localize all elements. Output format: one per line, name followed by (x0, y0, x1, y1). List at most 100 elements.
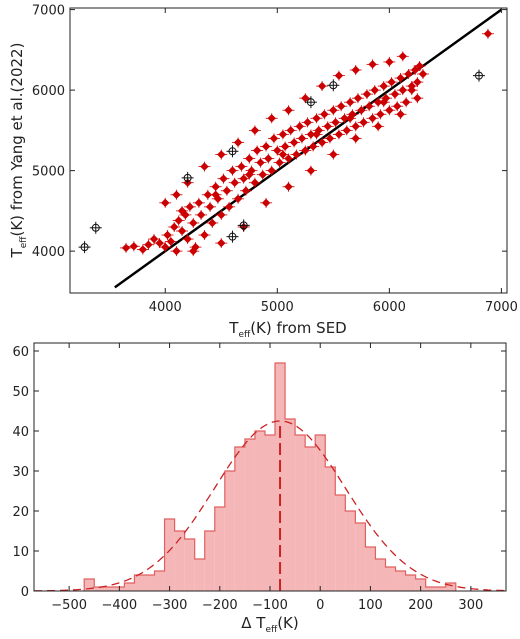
scatter-point (340, 125, 353, 136)
scatter-point (127, 241, 140, 252)
histogram-bar (435, 587, 446, 591)
scatter-point (148, 234, 161, 245)
scatter-point (394, 109, 407, 120)
scatter-point (301, 117, 314, 128)
scatter-point (192, 197, 205, 208)
y-tick-label: 5000 (32, 165, 65, 180)
histogram-bar (134, 575, 145, 591)
y-tick-label: 60 (12, 345, 29, 360)
scatter-point (360, 89, 373, 100)
histogram-bar (385, 567, 396, 591)
y-tick-label: 4000 (32, 245, 65, 260)
outlier-point (327, 79, 340, 92)
scatter-point (374, 109, 387, 120)
scatter-reference-line-group (114, 8, 503, 289)
histogram-bar (405, 575, 416, 591)
x-tick-label: 0 (316, 598, 324, 613)
histogram-bar (315, 435, 326, 591)
scatter-point (181, 234, 194, 245)
scatter-point (396, 51, 409, 62)
x-tick-label: 100 (358, 598, 383, 613)
scatter-point (237, 173, 250, 184)
scatter-point (183, 201, 196, 212)
scatter-point (349, 64, 362, 75)
scatter-point (248, 177, 261, 188)
scatter-point (396, 85, 409, 96)
histogram-bar (124, 583, 135, 591)
x-tick-label: −100 (252, 598, 288, 613)
scatter-point (366, 113, 379, 124)
scatter-point (153, 238, 166, 249)
x-tick-label: −200 (202, 598, 238, 613)
histogram-y-ticks: 0 10 20 30 40 50 60 (12, 345, 506, 600)
scatter-plot-frame (69, 7, 508, 294)
histogram-bar (355, 523, 366, 591)
histogram-bar (154, 571, 165, 591)
scatter-point (204, 201, 217, 212)
scatter-point (168, 221, 181, 232)
scatter-point (332, 129, 345, 140)
x-tick-label: 5000 (261, 300, 294, 315)
scatter-point (318, 109, 331, 120)
scatter-point (267, 133, 280, 144)
scatter-points-group (78, 28, 494, 257)
scatter-point (198, 161, 211, 172)
scatter-x-ticks: 4000 5000 6000 7000 (149, 8, 518, 315)
scatter-point (243, 153, 256, 164)
scatter-point (232, 137, 245, 148)
y-tick-label: 40 (12, 425, 29, 440)
x-tick-label: −400 (102, 598, 138, 613)
histogram-bar (425, 587, 436, 591)
scatter-point (295, 133, 308, 144)
scatter-point (355, 105, 368, 116)
histogram-bar (84, 579, 95, 591)
histogram-bar (254, 431, 265, 591)
histogram-bar (445, 583, 456, 591)
scatter-point (248, 125, 261, 136)
scatter-point (235, 161, 248, 172)
histogram-bar (305, 447, 316, 591)
histogram-bar (144, 575, 155, 591)
histogram-bar (214, 507, 225, 591)
scatter-point (282, 105, 295, 116)
scatter-point (228, 177, 241, 188)
scatter-point (288, 137, 301, 148)
scatter-point (256, 169, 269, 180)
scatter-point (161, 230, 174, 241)
scatter-point (254, 157, 267, 168)
histogram-bar (295, 435, 306, 591)
histogram-outline (83, 362, 457, 591)
scatter-point (136, 244, 149, 255)
scatter-point (215, 209, 228, 220)
scatter-point (335, 101, 348, 112)
histogram-bar (325, 467, 336, 591)
x-tick-label: −500 (51, 598, 87, 613)
scatter-point (372, 121, 385, 132)
scatter-point (323, 133, 336, 144)
scatter-point (316, 81, 329, 92)
scatter-point (304, 165, 317, 176)
scatter-point (198, 230, 211, 241)
scatter-point (176, 205, 189, 216)
scatter-point (329, 117, 342, 128)
outlier-point (89, 221, 102, 234)
histogram-bar (184, 539, 195, 591)
scatter-point (363, 101, 376, 112)
scatter-point (383, 56, 396, 67)
scatter-point (344, 113, 357, 124)
scatter-point (276, 149, 289, 160)
scatter-point (176, 226, 189, 237)
y-tick-label: 30 (12, 465, 29, 480)
scatter-point (290, 149, 303, 160)
scatter-point (349, 121, 362, 132)
scatter-point (142, 239, 155, 250)
one-to-one-line (114, 8, 503, 289)
x-tick-label: 300 (458, 598, 483, 613)
y-tick-label: 0 (21, 585, 29, 600)
histogram-bar (375, 559, 386, 591)
outlier-point (226, 145, 239, 158)
histogram-bar (285, 419, 296, 591)
histogram-bar (415, 579, 426, 591)
histogram-bar (104, 587, 115, 591)
scatter-panel: 4000 5000 6000 7000 4000 5000 6000 7000 Teff(K… (8, 4, 518, 340)
